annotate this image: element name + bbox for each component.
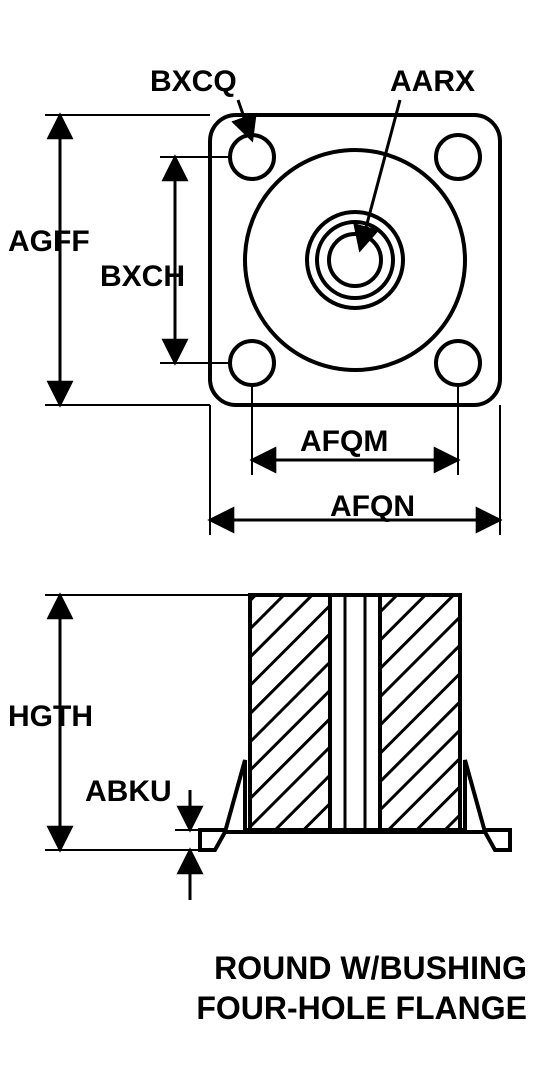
bxcq-label: BXCQ	[150, 65, 237, 99]
flange-lip-right	[465, 760, 485, 832]
agff-label: AGFF	[8, 225, 90, 259]
afqm-label: AFQM	[300, 425, 388, 459]
mounting-hole-tr	[436, 135, 480, 179]
engineering-drawing	[0, 0, 557, 1075]
flange-lip-left	[225, 760, 245, 832]
bushing-section-right	[380, 595, 460, 830]
mounting-hole-bl	[230, 341, 274, 385]
abku-label: ABKU	[85, 775, 172, 809]
hgth-label: HGTH	[8, 700, 93, 734]
aarx-label: AARX	[390, 65, 475, 99]
diagram-title-line1: ROUND W/BUSHING	[214, 950, 527, 987]
bxch-label: BXCH	[100, 260, 185, 294]
afqn-label: AFQN	[330, 490, 415, 524]
bushing-bore	[330, 595, 380, 830]
mounting-hole-tl	[230, 135, 274, 179]
bushing-section-left	[250, 595, 330, 830]
boss-bore-circle	[329, 234, 381, 286]
diagram-title-line2: FOUR-HOLE FLANGE	[196, 990, 527, 1027]
mounting-hole-br	[436, 341, 480, 385]
